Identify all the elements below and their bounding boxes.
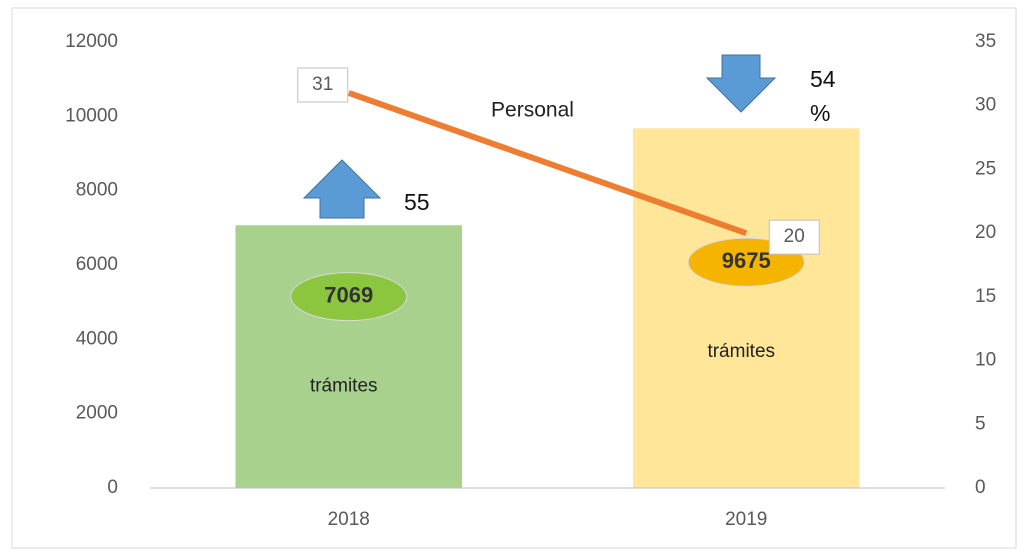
y2-tick-label: 15 [975,286,996,307]
y-tick-label: 6000 [76,254,118,275]
label-bubble [290,272,408,322]
x-tick-label: 2019 [725,509,767,530]
y-tick-label: 4000 [76,328,118,349]
line-value-label: 31 [312,74,333,95]
y-tick-label: 10000 [65,105,118,126]
y2-tick-label: 20 [975,222,996,243]
y2-tick-label: 35 [975,31,996,52]
y-tick-label: 12000 [65,31,118,52]
up-arrow [302,159,382,219]
down-arrow [705,54,777,113]
bar-series-label: trámites [707,341,775,362]
line-value-label: 20 [784,226,805,247]
y2-tick-label: 0 [975,477,986,498]
y2-tick-label: 10 [975,350,996,371]
bar-value-label: 9675 [722,248,771,273]
y2-tick-label: 30 [975,95,996,116]
annotation: 54 % [810,66,836,126]
line [347,90,748,236]
line-label-box [297,67,349,103]
y-tick-label: 8000 [76,180,118,201]
bar [235,225,463,488]
line-series-label: Personal [491,99,574,122]
y2-tick-label: 5 [975,413,986,434]
bar [632,128,860,488]
annotation: 55 [404,189,430,215]
y-tick-label: 0 [107,477,118,498]
y-tick-label: 2000 [76,403,118,424]
bar-value-label: 7069 [324,282,373,307]
y2-tick-label: 25 [975,158,996,179]
x-tick-label: 2018 [328,509,370,530]
chart-border [11,7,1017,549]
line-label-box [768,219,820,255]
bar-series-label: trámites [310,376,378,397]
